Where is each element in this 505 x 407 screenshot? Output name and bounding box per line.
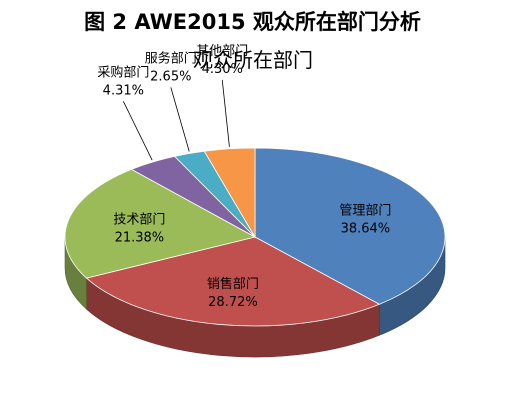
slice-5-leader-line (170, 87, 190, 152)
slice-4-leader-line (122, 101, 153, 161)
slice-5-label: 服务部门 2.65% (145, 50, 197, 84)
slice-1-category-label: 管理部门 (339, 204, 391, 219)
slice-4-label: 采购部门 4.31% (97, 64, 149, 98)
leader-lines (122, 79, 230, 161)
slice-3-value-label: 21.38% (115, 230, 165, 245)
slice-2-top (85, 236, 381, 327)
pie-chart-svg: 观众所在部门 管理部门 38.64% 销售部门 28.72% 技术部门 21.38% 采购部… (64, 44, 446, 358)
slice-3-top (64, 168, 257, 279)
slice-4-value-label: 4.31% (103, 83, 144, 98)
pie-chart: 观众所在部门 管理部门 38.64% 销售部门 28.72% 技术部门 21.38% 采购部… (0, 36, 505, 407)
slice-2-value-label: 28.72% (208, 295, 258, 310)
slice-5-category-label: 服务部门 (145, 50, 197, 66)
slice-6-top (203, 147, 256, 239)
slice-5-value-label: 2.65% (150, 69, 191, 84)
pie-slices (64, 147, 446, 327)
figure-title: 图 2 AWE2015 观众所在部门分析 (84, 10, 421, 34)
data-labels: 管理部门38.64%销售部门28.72%技术部门21.38%采购部门4.31%服… (97, 44, 391, 310)
slice-2-category-label: 销售部门 (207, 276, 259, 292)
slice-3-label: 技术部门 21.38% (113, 212, 165, 245)
chart-title: 观众所在部门 (193, 48, 313, 72)
slice-6-category-label: 其他部门 (196, 44, 248, 59)
slice-6-leader-line (221, 79, 230, 147)
slice-1-top (254, 147, 446, 305)
slice-6-value-label: 4.30% (202, 62, 243, 77)
slice-2-label: 销售部门 28.72% (207, 276, 259, 310)
slice-3-category-label: 技术部门 (113, 212, 165, 227)
slice-1-label: 管理部门 38.64% (339, 204, 391, 237)
slice-1-value-label: 38.64% (341, 222, 391, 237)
slice-4-category-label: 采购部门 (97, 64, 149, 80)
slice-6-label: 其他部门 4.30% (196, 44, 248, 77)
